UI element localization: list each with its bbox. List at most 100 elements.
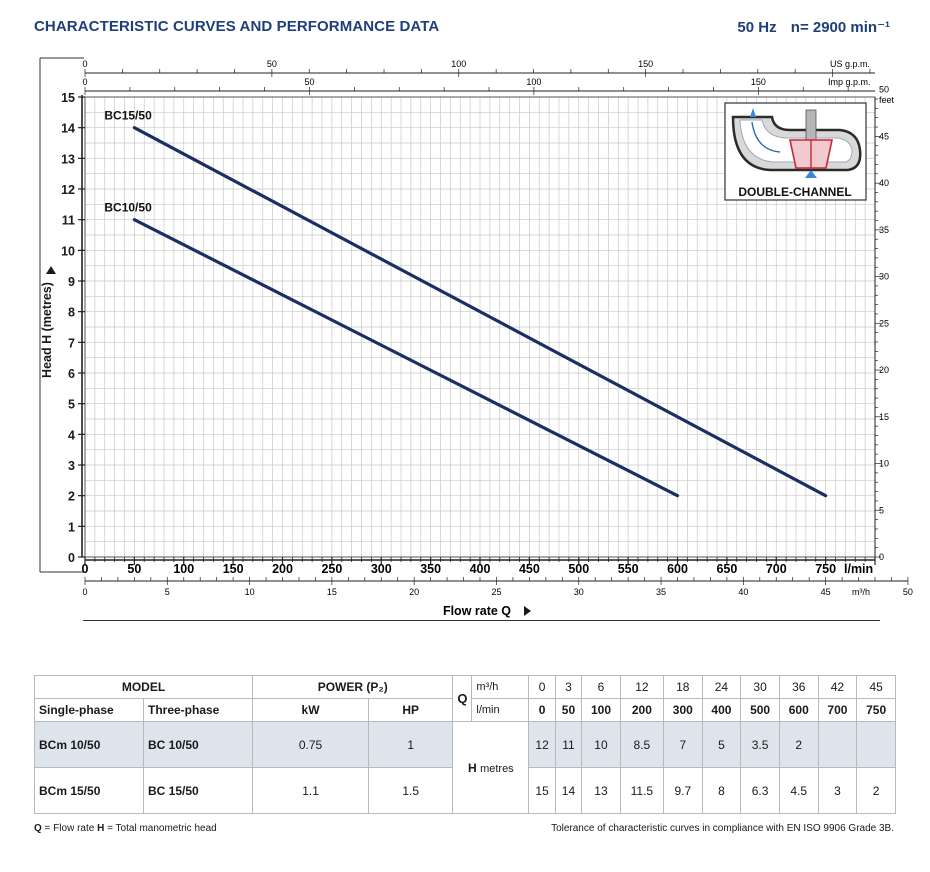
head-cell: 11 xyxy=(554,721,583,768)
head-cell: 7 xyxy=(662,721,703,768)
kw-header: kW xyxy=(251,698,370,722)
single-phase-header: Single-phase xyxy=(34,698,144,722)
x-tick-label: 200 xyxy=(272,562,293,576)
m3h-tick-label: 10 xyxy=(245,587,255,597)
header-specs: 50 Hz n= 2900 min⁻¹ xyxy=(727,18,890,36)
chart-axes xyxy=(39,57,909,585)
y-tick-label: 7 xyxy=(68,336,75,350)
us-gpm-tick-label: 100 xyxy=(451,59,466,69)
series-label: BC10/50 xyxy=(104,201,152,215)
head-cell: 3 xyxy=(817,767,858,814)
head-cell: 2 xyxy=(778,721,819,768)
feet-tick-label: 10 xyxy=(879,459,889,469)
q-m3h-cell: 6 xyxy=(581,675,621,699)
h-unit: metres xyxy=(480,762,514,775)
x-tick-label: 400 xyxy=(470,562,491,576)
q-lmin-cell: 300 xyxy=(662,698,703,722)
q-m3h-cell: 45 xyxy=(856,675,896,699)
legend-footnote: Q = Flow rate H = Total manometric head xyxy=(34,823,217,834)
feet-unit-label: feet xyxy=(879,95,895,105)
x-tick-label: 700 xyxy=(766,562,787,576)
h-symbol: H xyxy=(468,760,477,775)
head-cell: 4.5 xyxy=(778,767,819,814)
head-cell: 12 xyxy=(528,721,556,768)
q-lmin-cell: 100 xyxy=(581,698,621,722)
y-tick-label: 11 xyxy=(62,214,75,228)
imp-gpm-unit-label: Imp g.p.m. xyxy=(828,77,871,87)
feet-tick-label: 20 xyxy=(879,365,889,375)
q-m3h-cell: 24 xyxy=(701,675,742,699)
head-cell: 8 xyxy=(701,767,742,814)
footnote-h-text: = Total manometric head xyxy=(104,823,217,834)
feet-tick-label: 25 xyxy=(879,318,889,328)
m3h-tick-label: 5 xyxy=(165,587,170,597)
q-m3h-cell: 0 xyxy=(528,675,556,699)
q-lmin-cell: 700 xyxy=(817,698,858,722)
y-axis-arrow-icon xyxy=(46,266,56,274)
imp-gpm-tick-label: 50 xyxy=(304,77,314,87)
x-tick-label: 0 xyxy=(82,562,89,576)
x-tick-label: 250 xyxy=(321,562,342,576)
m3h-tick-label: 25 xyxy=(491,587,501,597)
y-tick-label: 6 xyxy=(68,367,75,381)
feet-tick-label: 35 xyxy=(879,225,889,235)
chart-grid xyxy=(84,96,876,558)
y-tick-label: 10 xyxy=(61,244,75,258)
m3h-tick-label: 40 xyxy=(738,587,748,597)
head-cell: 5 xyxy=(701,721,742,768)
head-cell xyxy=(856,721,896,768)
lmin-unit: l/min xyxy=(471,698,530,722)
power-kw: 1.1 xyxy=(251,767,370,814)
q-m3h-cell: 3 xyxy=(554,675,583,699)
head-cell: 15 xyxy=(528,767,556,814)
us-gpm-unit-label: US g.p.m. xyxy=(830,59,870,69)
head-cell: 13 xyxy=(581,767,621,814)
head-cell: 2 xyxy=(856,767,896,814)
feet-tick-label: 30 xyxy=(879,272,889,282)
y-tick-label: 2 xyxy=(68,490,75,504)
q-lmin-cell: 600 xyxy=(778,698,819,722)
table-row: BCm 10/50 BC 10/50 0.75 1 H metres 12 11… xyxy=(34,721,896,814)
impeller-icon xyxy=(731,108,862,178)
three-phase-model: BC 10/50 xyxy=(143,721,253,768)
y-tick-label: 3 xyxy=(68,459,75,473)
x-tick-label: 450 xyxy=(519,562,540,576)
x-tick-label: 650 xyxy=(716,562,737,576)
q-symbol: Q xyxy=(452,675,473,722)
m3h-tick-label: 0 xyxy=(82,587,87,597)
x-unit-label: l/min xyxy=(844,562,873,576)
y-tick-label: 5 xyxy=(68,398,75,412)
q-lmin-cell: 400 xyxy=(701,698,742,722)
x-axis-title: Flow rate Q xyxy=(443,604,511,618)
feet-tick-label: 15 xyxy=(879,412,889,422)
feet-tick-label: 5 xyxy=(879,505,884,515)
q-m3h-cell: 12 xyxy=(619,675,664,699)
head-cell: 9.7 xyxy=(662,767,703,814)
q-lmin-cell: 200 xyxy=(619,698,664,722)
head-unit-cell: H metres xyxy=(452,721,530,814)
q-lmin-cell: 0 xyxy=(528,698,556,722)
m3h-tick-label: 30 xyxy=(574,587,584,597)
table-row: BCm 15/50 BC 15/50 1.1 1.5 15 14 13 11.5… xyxy=(34,767,896,814)
q-m3h-cell: 36 xyxy=(778,675,819,699)
x-tick-label: 350 xyxy=(420,562,441,576)
y-axis-title: Head H (metres) xyxy=(40,282,54,378)
footnote-q: Q xyxy=(34,823,42,834)
x-tick-label: 500 xyxy=(568,562,589,576)
y-tick-label: 8 xyxy=(68,306,75,320)
m3h-tick-label: 15 xyxy=(327,587,337,597)
feet-tick-label: 45 xyxy=(879,131,889,141)
tolerance-footnote: Tolerance of characteristic curves in co… xyxy=(551,823,894,834)
y-tick-label: 12 xyxy=(61,183,75,197)
footnote-q-text: = Flow rate xyxy=(41,823,98,834)
three-phase-model: BC 15/50 xyxy=(143,767,253,814)
head-cell: 6.3 xyxy=(740,767,780,814)
head-cell: 14 xyxy=(554,767,583,814)
q-m3h-cell: 30 xyxy=(740,675,780,699)
power-hp: 1 xyxy=(368,721,454,768)
series-line xyxy=(132,126,828,498)
y-tick-label: 0 xyxy=(68,551,75,565)
power-kw: 0.75 xyxy=(251,721,370,768)
q-lmin-cell: 750 xyxy=(856,698,896,722)
y-tick-label: 4 xyxy=(68,428,75,442)
